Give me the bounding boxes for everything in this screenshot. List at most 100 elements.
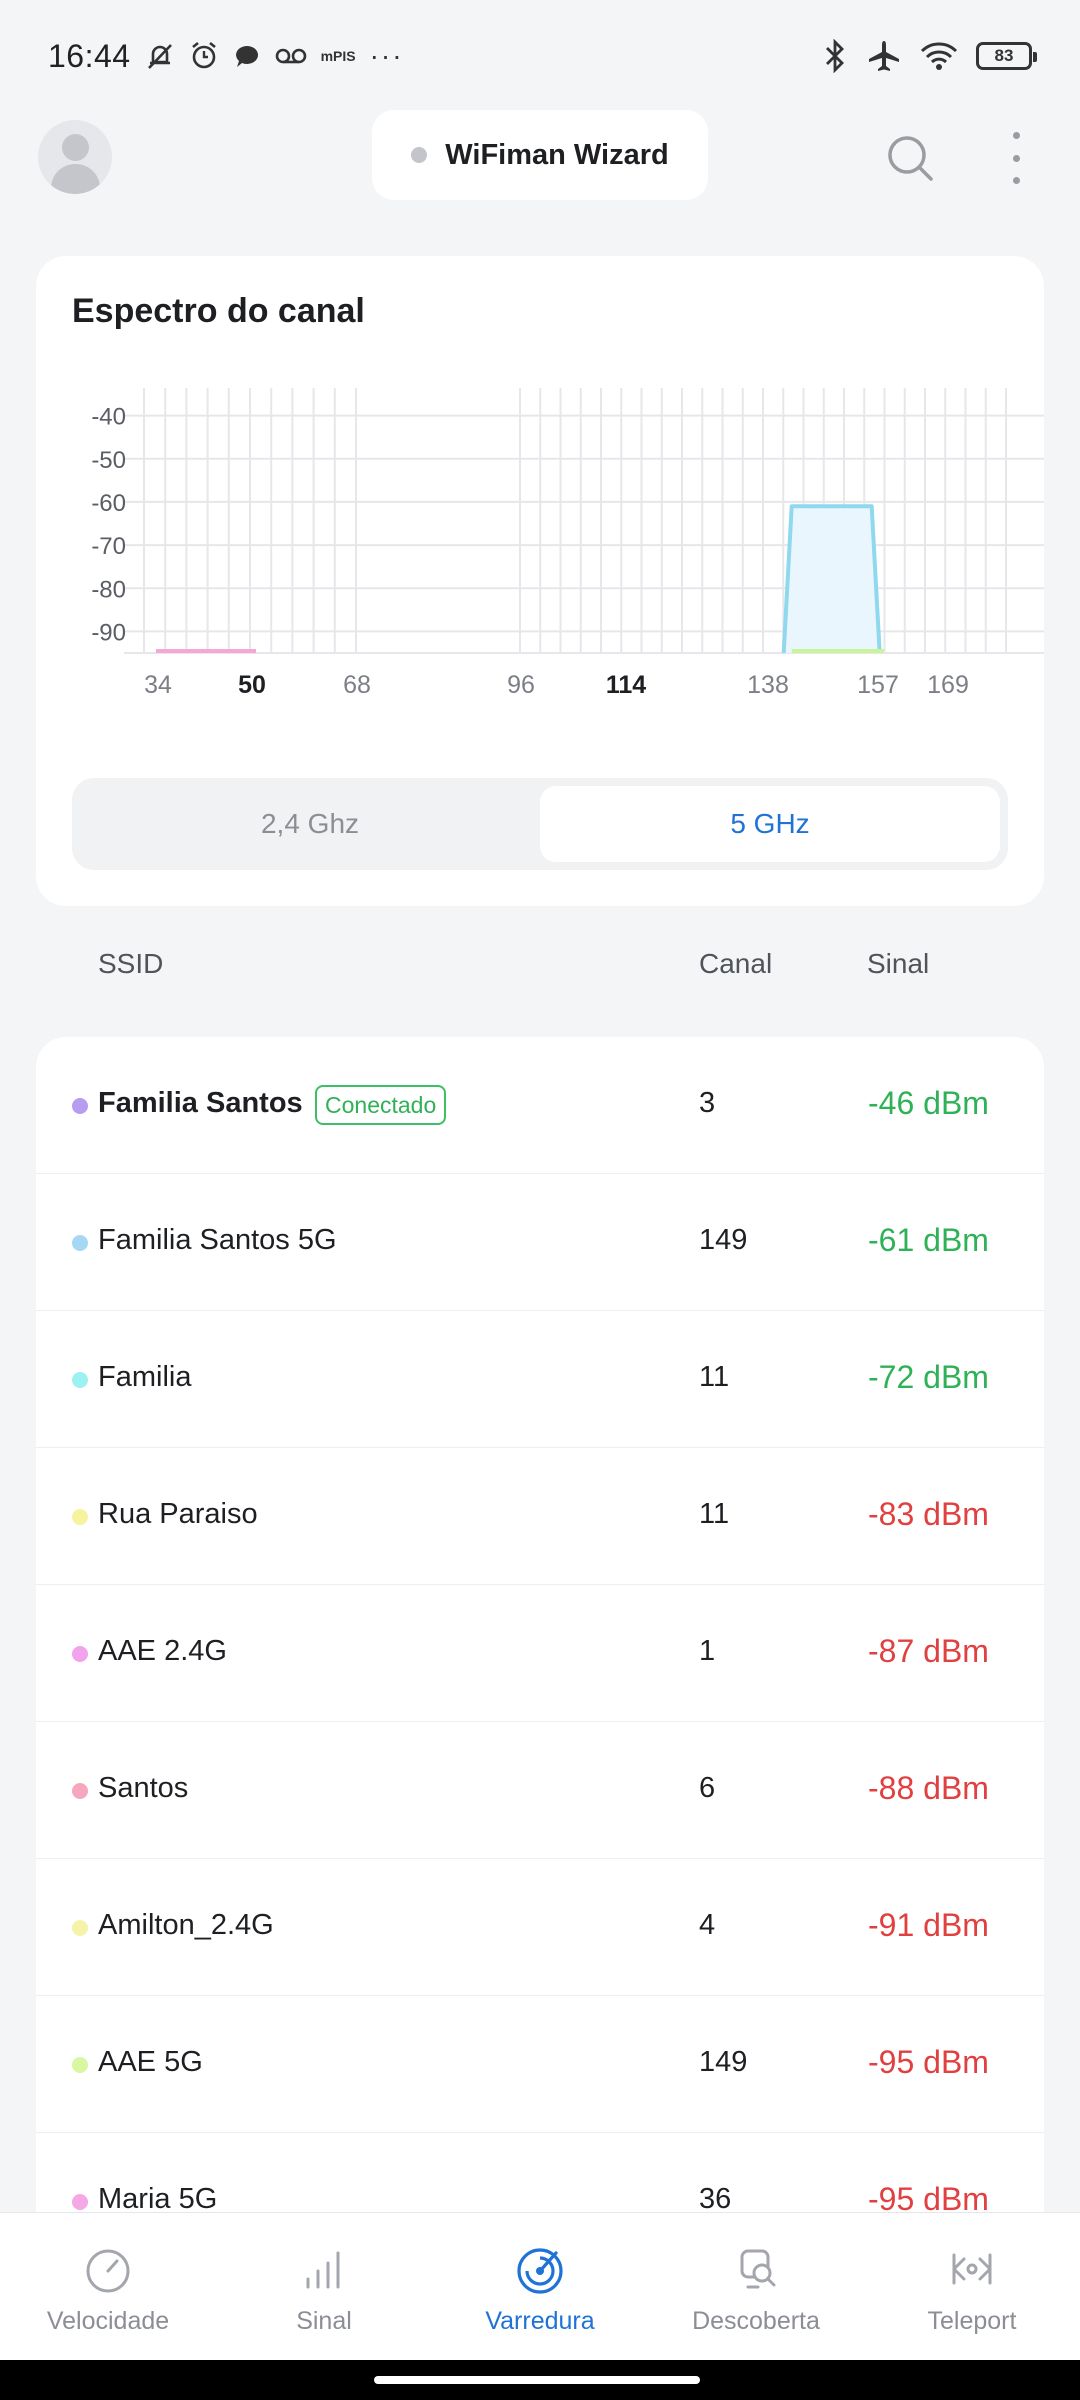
avatar[interactable] <box>38 120 112 194</box>
bell-off-icon <box>147 44 172 69</box>
y-tick-label: -50 <box>91 447 126 474</box>
teleport-icon <box>952 2253 992 2285</box>
network-signal: -88 dBm <box>868 1770 989 1806</box>
nav-descoberta[interactable]: Descoberta <box>648 2213 864 2360</box>
network-signal: -61 dBm <box>868 1222 989 1258</box>
network-signal: -46 dBm <box>868 1085 989 1121</box>
y-tick-label: -70 <box>91 533 126 560</box>
column-sinal[interactable]: Sinal <box>867 948 930 979</box>
network-color-dot <box>72 1098 88 1114</box>
network-color-dot <box>72 1646 88 1662</box>
network-ssid: AAE 2.4G <box>98 1635 227 1667</box>
network-channel: 6 <box>699 1772 716 1804</box>
y-tick-label: -90 <box>91 619 126 646</box>
x-tick-label: 50 <box>238 671 266 699</box>
network-color-dot <box>72 1920 88 1936</box>
y-tick-label: -60 <box>91 490 126 517</box>
network-channel: 149 <box>699 2046 748 2078</box>
nav-label: Teleport <box>927 2307 1017 2335</box>
network-color-dot <box>72 2194 88 2210</box>
column-ssid[interactable]: SSID <box>98 948 164 979</box>
network-signal: -87 dBm <box>868 1633 989 1669</box>
x-tick-label: 169 <box>927 671 969 699</box>
app-header: WiFiman Wizard <box>0 110 1080 206</box>
network-ssid: Familia Santos <box>98 1087 303 1119</box>
radar-icon <box>517 2248 563 2294</box>
x-tick-label: 138 <box>747 671 789 699</box>
column-canal[interactable]: Canal <box>699 948 773 979</box>
spectrum-title: Espectro do canal <box>72 292 365 330</box>
spectrum-card: Espectro do canal -40 -50 -60 -70 -80 -90 34 50… <box>36 256 1044 906</box>
nav-varredura[interactable]: Varredura <box>432 2213 648 2360</box>
y-tick-label: -80 <box>91 576 126 603</box>
network-ssid: AAE 5G <box>98 2046 203 2078</box>
discovery-icon <box>740 2249 776 2289</box>
bottom-nav: Velocidade Sinal Varredura Descoberta <box>0 2212 1080 2360</box>
network-channel: 11 <box>699 1498 730 1530</box>
x-tick-label: 114 <box>606 671 646 699</box>
network-row[interactable]: Familia Santos 5G 149 -61 dBm <box>36 1174 1044 1311</box>
network-row[interactable]: Santos 6 -88 dBm <box>36 1722 1044 1859</box>
search-icon[interactable] <box>882 130 938 186</box>
network-color-dot <box>72 1783 88 1799</box>
network-channel: 36 <box>699 2183 732 2215</box>
x-tick-label: 34 <box>144 671 172 699</box>
network-color-dot <box>72 1235 88 1251</box>
voicemail-icon <box>275 48 306 64</box>
y-tick-label: -40 <box>91 404 126 431</box>
wizard-button[interactable]: WiFiman Wizard <box>372 110 708 200</box>
nav-teleport[interactable]: Teleport <box>864 2213 1080 2360</box>
bluetooth-icon <box>826 39 844 73</box>
nav-label: Descoberta <box>692 2307 820 2335</box>
chat-icon <box>235 45 258 67</box>
network-color-dot <box>72 2057 88 2073</box>
network-row[interactable]: Maria 5G 36 -95 dBm <box>36 2133 1044 2237</box>
more-menu-icon[interactable] <box>996 128 1036 188</box>
home-indicator[interactable] <box>374 2376 700 2384</box>
network-channel: 149 <box>699 1224 748 1256</box>
network-row[interactable]: Rua Paraiso 11 -83 dBm <box>36 1448 1044 1585</box>
speedometer-icon <box>86 2249 130 2293</box>
network-row[interactable]: Amilton_2.4G 4 -91 dBm <box>36 1859 1044 1996</box>
nav-velocidade[interactable]: Velocidade <box>0 2213 216 2360</box>
alarm-icon <box>191 41 216 69</box>
network-signal: -95 dBm <box>868 2044 989 2080</box>
gesture-bar <box>0 2360 1080 2400</box>
wifi-icon <box>920 42 958 70</box>
network-ssid: Familia Santos 5G <box>98 1224 337 1256</box>
network-color-dot <box>72 1372 88 1388</box>
band-option-2-4ghz[interactable]: 2,4 Ghz <box>260 808 360 839</box>
network-row[interactable]: Familia Santos Conectado 3 -46 dBm <box>36 1037 1044 1174</box>
band-option-5ghz[interactable]: 5 GHz <box>540 786 1000 862</box>
table-header: SSID Canal Sinal <box>0 930 1080 1000</box>
network-channel: 1 <box>699 1635 716 1667</box>
network-ssid: Santos <box>98 1772 189 1804</box>
network-color-dot <box>72 1509 88 1525</box>
nav-label: Sinal <box>296 2307 352 2335</box>
status-bar: 16:44 mPIS ··· <box>0 0 1080 112</box>
network-channel: 3 <box>699 1087 716 1119</box>
network-row[interactable]: AAE 2.4G 1 -87 dBm <box>36 1585 1044 1722</box>
x-tick-label: 157 <box>857 671 899 699</box>
nav-label: Varredura <box>485 2307 595 2335</box>
network-list: Familia Santos Conectado 3 -46 dBm Famil… <box>36 1037 1044 2237</box>
airplane-icon <box>869 41 899 71</box>
connected-badge: Conectado <box>315 1085 447 1125</box>
status-time: 16:44 <box>48 37 131 74</box>
spectrum-chart: -40 -50 -60 -70 -80 -90 34 50 68 96 114 138 157 169 <box>91 388 1044 699</box>
x-tick-label: 68 <box>343 671 371 699</box>
more-notifications: ··· <box>369 40 404 71</box>
mpis-label: mPIS <box>320 48 356 64</box>
network-ssid: Amilton_2.4G <box>98 1909 274 1941</box>
network-signal: -95 dBm <box>868 2181 989 2217</box>
wizard-label: WiFiman Wizard <box>445 138 669 171</box>
network-row[interactable]: Familia 11 -72 dBm <box>36 1311 1044 1448</box>
network-signal: -83 dBm <box>868 1496 989 1532</box>
nav-label: Velocidade <box>46 2307 170 2335</box>
network-channel: 11 <box>699 1361 730 1393</box>
wizard-status-dot <box>411 147 428 163</box>
network-signal: -72 dBm <box>868 1359 989 1395</box>
network-ssid: Familia <box>98 1361 192 1393</box>
network-row[interactable]: AAE 5G 149 -95 dBm <box>36 1996 1044 2133</box>
nav-sinal[interactable]: Sinal <box>216 2213 432 2360</box>
